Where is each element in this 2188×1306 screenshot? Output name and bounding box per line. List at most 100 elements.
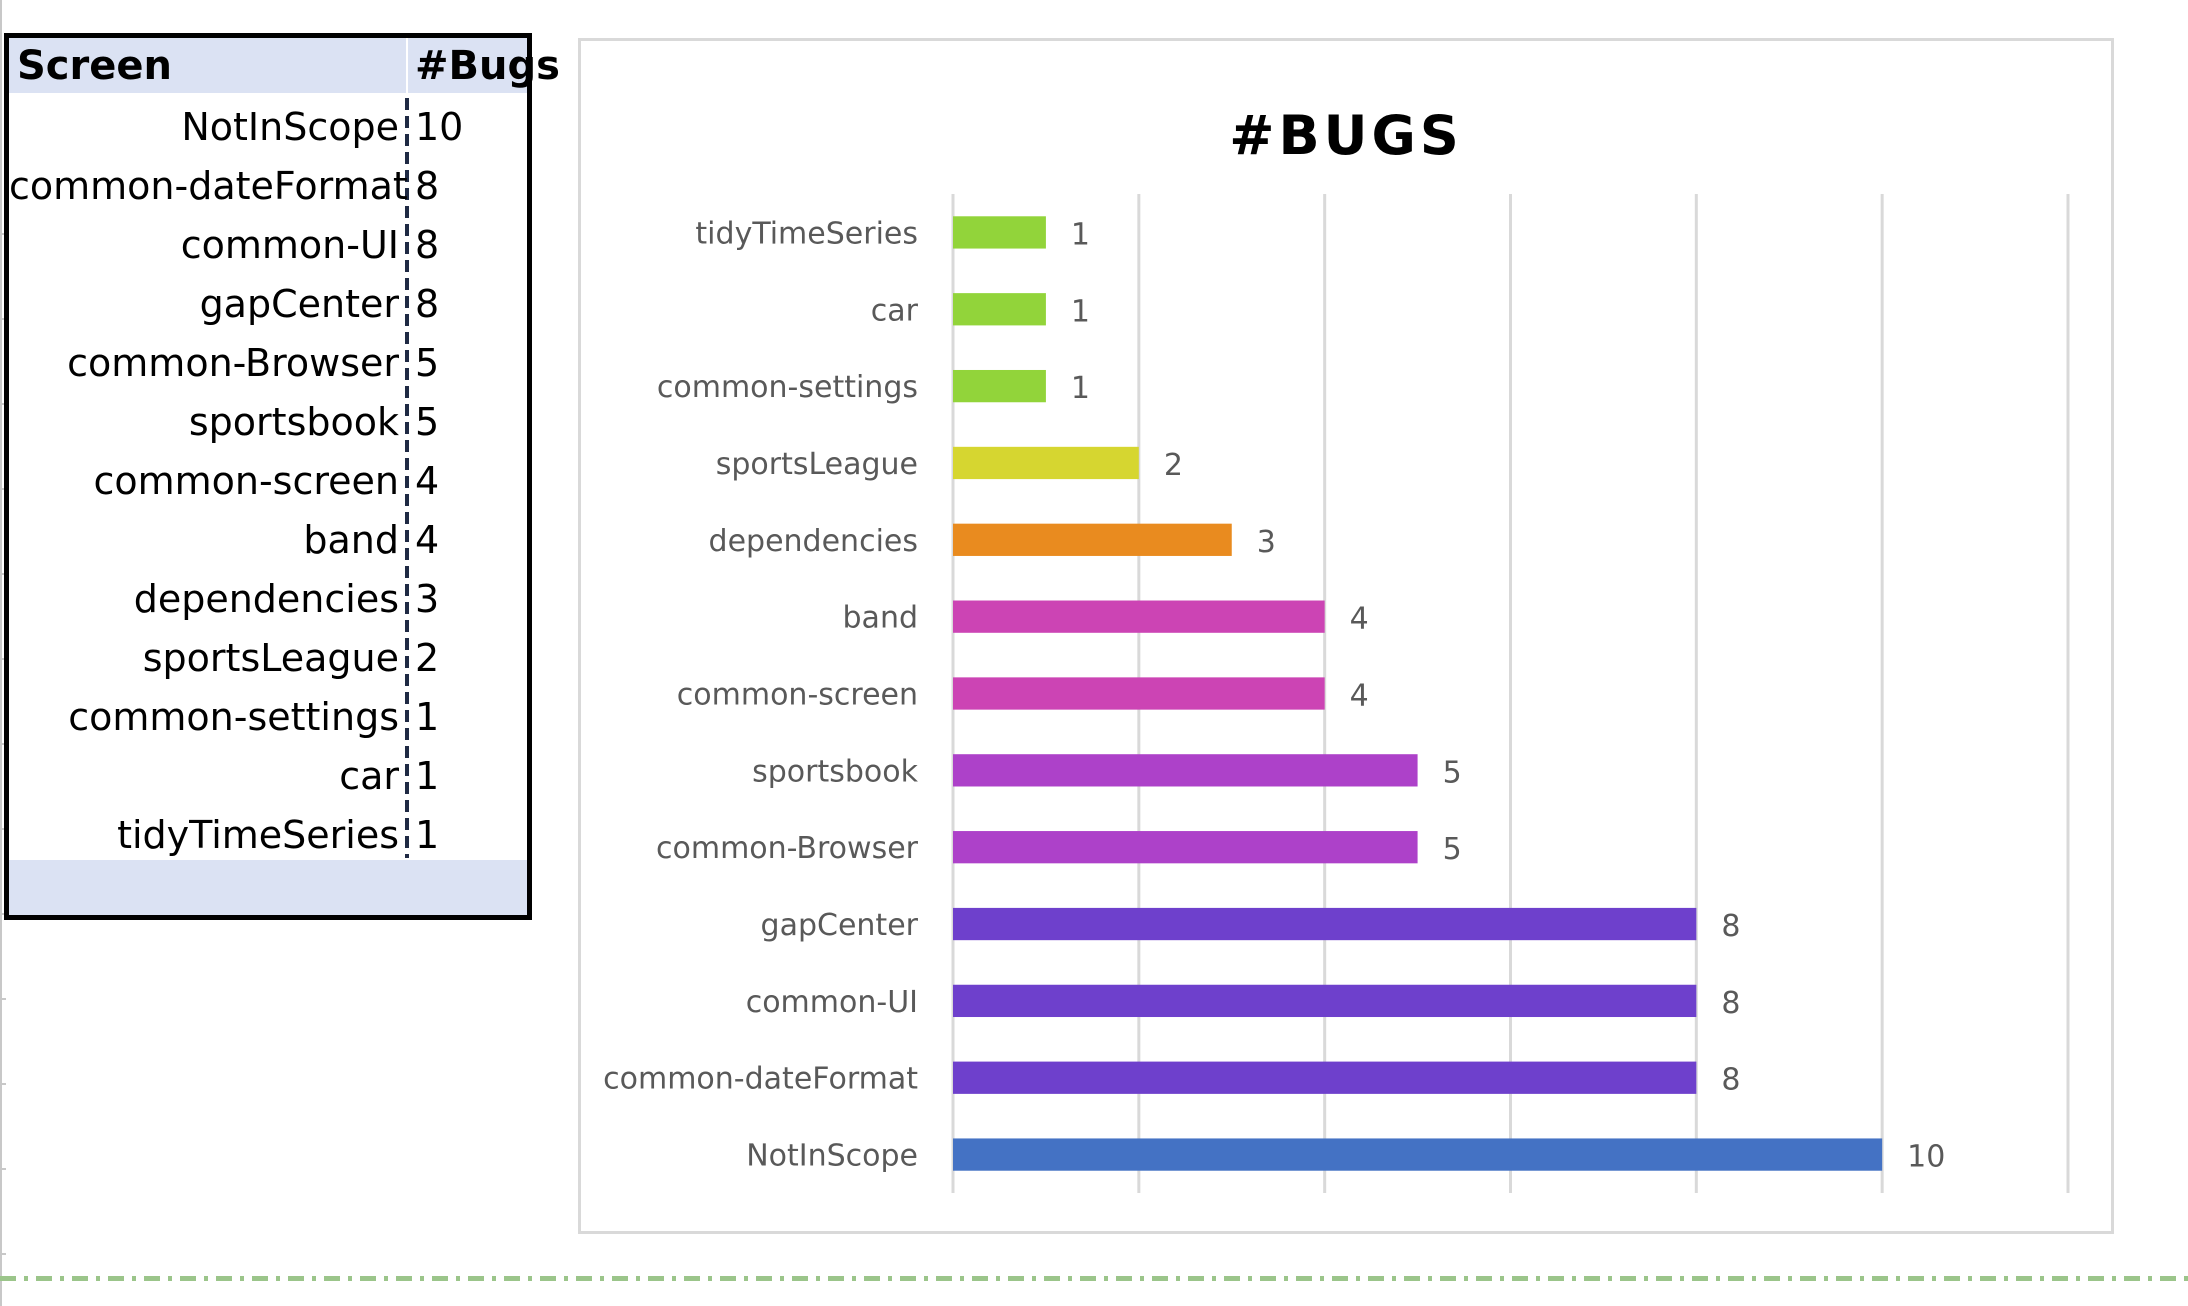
cell-bugs[interactable]: 1 (415, 813, 440, 857)
table-row[interactable]: band 4 (9, 511, 527, 570)
category-label: NotInScope (746, 1139, 918, 1174)
table-row[interactable]: common-screen 4 (9, 452, 527, 511)
cell-bugs[interactable]: 4 (415, 459, 440, 503)
data-label: 8 (1721, 986, 1740, 1021)
table-row[interactable]: dependencies 3 (9, 570, 527, 629)
category-label: common-dateFormat (603, 1062, 918, 1097)
cell-screen[interactable]: sportsLeague (142, 636, 399, 680)
cell-bugs[interactable]: 8 (415, 164, 440, 208)
cell-screen[interactable]: common-settings (68, 695, 399, 739)
sheet-row-tick (0, 318, 6, 320)
chart-title[interactable]: #BUGS (1229, 104, 1463, 167)
table-row[interactable]: common-Browser 5 (9, 334, 527, 393)
table-row[interactable]: common-UI 8 (9, 216, 527, 275)
data-label: 3 (1257, 525, 1276, 560)
sheet-row-tick (0, 488, 6, 490)
cell-bugs[interactable]: 8 (415, 223, 440, 267)
cell-bugs[interactable]: 10 (415, 105, 464, 149)
cell-bugs[interactable]: 2 (415, 636, 440, 680)
sheet-row-tick (0, 658, 6, 660)
data-label: 8 (1721, 909, 1740, 944)
sheet-row-tick (0, 1083, 6, 1085)
category-label: sportsbook (752, 754, 919, 789)
category-label: gapCenter (761, 908, 919, 943)
cell-bugs[interactable]: 5 (415, 341, 440, 385)
data-label: 1 (1071, 371, 1090, 406)
bar[interactable] (953, 831, 1418, 864)
bar[interactable] (953, 1061, 1697, 1094)
header-screen[interactable]: Screen (17, 43, 172, 89)
table-footer-row (9, 860, 527, 915)
data-label: 2 (1164, 448, 1183, 483)
bar[interactable] (953, 446, 1139, 480)
table-row[interactable]: gapCenter 8 (9, 275, 527, 334)
cell-screen[interactable]: sportsbook (188, 400, 399, 444)
cell-screen[interactable]: gapCenter (199, 282, 399, 326)
cell-screen[interactable]: car (339, 754, 399, 798)
sheet-row-tick (0, 998, 6, 1000)
sheet-row-tick (0, 403, 6, 405)
table-row[interactable]: sportsLeague 2 (9, 629, 527, 688)
column-selection-border (405, 98, 409, 858)
sheet-row-tick (0, 1253, 6, 1255)
sheet-row-tick (0, 233, 6, 235)
bar[interactable] (953, 216, 1046, 249)
category-label: tidyTimeSeries (695, 216, 918, 251)
sheet-row-tick (0, 1168, 6, 1170)
data-label: 10 (1907, 1140, 1945, 1175)
category-label: car (871, 293, 919, 328)
cell-screen[interactable]: NotInScope (181, 105, 399, 149)
data-label: 4 (1350, 602, 1369, 637)
table-row[interactable]: tidyTimeSeries 1 (9, 806, 527, 865)
category-label: band (843, 601, 918, 636)
cell-bugs[interactable]: 8 (415, 282, 440, 326)
bar[interactable] (953, 677, 1325, 710)
bugs-chart[interactable]: #BUGS tidyTimeSeries 1 car 1 common-settings… (578, 38, 2114, 1234)
cell-screen[interactable]: common-Browser (67, 341, 399, 385)
cell-bugs[interactable]: 3 (415, 577, 440, 621)
cell-bugs[interactable]: 1 (415, 754, 440, 798)
sheet-row-tick (0, 573, 6, 575)
header-bugs[interactable]: #Bugs (415, 43, 560, 89)
bar[interactable] (953, 907, 1697, 941)
bar[interactable] (953, 984, 1697, 1018)
category-label: common-UI (746, 985, 918, 1020)
cell-bugs[interactable]: 1 (415, 695, 440, 739)
category-label: common-settings (657, 370, 918, 405)
cell-screen[interactable]: common-dateFormat (9, 164, 408, 208)
chart-plot-area: tidyTimeSeries 1 car 1 common-settings 1 sport… (603, 194, 2070, 1193)
data-label: 4 (1350, 679, 1369, 714)
category-label: common-screen (677, 678, 918, 713)
data-label: 5 (1443, 755, 1462, 790)
table-header-row: Screen #Bugs (9, 38, 560, 93)
cell-bugs[interactable]: 4 (415, 518, 440, 562)
data-label: 1 (1071, 217, 1090, 252)
sheet-row-tick (0, 743, 6, 745)
sheet-row-tick (0, 913, 6, 915)
table-row[interactable]: common-settings 1 (9, 688, 527, 747)
cell-screen[interactable]: common-UI (180, 223, 399, 267)
page-break-line (0, 1276, 2188, 1281)
bugs-table[interactable]: Screen #Bugs NotInScope 10 common-dateFo… (4, 33, 560, 920)
bar[interactable] (953, 754, 1418, 787)
sheet-row-tick (0, 828, 6, 830)
data-label: 5 (1443, 832, 1462, 867)
table-row[interactable]: common-dateFormat 8 (9, 157, 527, 216)
table-row[interactable]: NotInScope 10 (9, 98, 527, 157)
bar[interactable] (953, 523, 1232, 556)
data-label: 1 (1071, 294, 1090, 329)
bar[interactable] (953, 293, 1046, 326)
cell-screen[interactable]: common-screen (93, 459, 399, 503)
bar[interactable] (953, 369, 1046, 403)
data-label: 8 (1721, 1063, 1740, 1098)
cell-screen[interactable]: band (303, 518, 399, 562)
category-label: sportsLeague (716, 447, 918, 482)
table-row[interactable]: sportsbook 5 (9, 393, 527, 452)
cell-bugs[interactable]: 5 (415, 400, 440, 444)
bar[interactable] (953, 1138, 1883, 1171)
cell-screen[interactable]: dependencies (133, 577, 399, 621)
bar[interactable] (953, 600, 1325, 633)
cell-screen[interactable]: tidyTimeSeries (117, 813, 399, 857)
category-label: dependencies (709, 524, 918, 559)
table-row[interactable]: car 1 (9, 747, 527, 806)
